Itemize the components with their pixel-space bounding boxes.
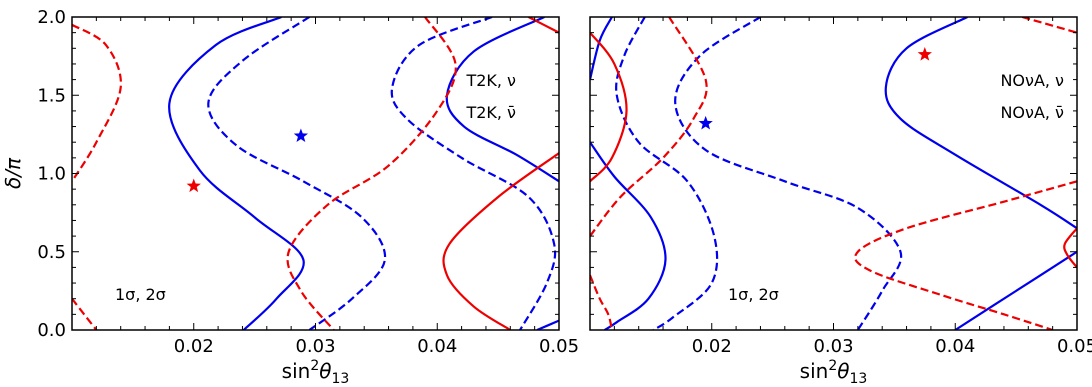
x-tick-label: 0.04 [935,336,975,357]
legend-label: T2K, ν [465,71,516,90]
x-tick-label: 0.03 [295,336,335,357]
xlabel-sub: 13 [850,371,868,387]
contour-group [72,17,559,330]
dashed-contour-5 [72,23,122,182]
dashed-contour-8 [590,274,613,330]
dashed-contour-10 [854,180,1077,330]
dashed-contour-3 [674,17,903,330]
xlabel-base: sin [800,359,829,383]
solid-contour-11 [1063,227,1077,269]
solid-contour-0 [590,17,613,80]
x-tick-label: 0.05 [539,336,579,357]
best-fit-star [186,178,201,193]
plot-frame [71,16,560,331]
xlabel-sup: 2 [310,358,319,374]
x-tick-label: 0.02 [174,336,214,357]
dashed-contour-2 [615,17,719,330]
dashed-contour-6 [72,298,98,330]
xlabel-sub: 13 [332,371,350,387]
dashed-contour-9 [1021,17,1077,34]
contour-group [590,17,1077,330]
xlabel-base: sin [282,359,311,383]
solid-contour-4 [884,17,1077,230]
solid-contour-8 [442,152,559,330]
dashed-contour-7 [590,17,708,237]
solid-contour-0 [168,17,305,330]
dashed-contour-1 [207,17,387,330]
x-tick-label: 0.04 [417,336,457,357]
solid-contour-6 [590,31,628,183]
best-fit-star [293,128,309,143]
confidence-note: 1σ, 2σ [728,285,779,304]
y-tick-label: 2.0 [37,7,66,28]
x-tick-label: 0.05 [1057,336,1092,357]
right-panel: 0.02 0.03 0.04 0.05 sin2θ13 NOνA, ν NOνA, ν̄ 1σ… [589,16,1092,387]
legend-label: NOνA, ν̄ [1000,103,1064,122]
solid-contour-4 [536,319,559,330]
xlabel-sym: θ [837,359,849,383]
x-tick-label: 0.02 [692,336,732,357]
xlabel-sup: 2 [828,358,837,374]
solid-contour-5 [954,250,1077,330]
best-fit-star [698,115,713,130]
best-fit-star [917,47,932,61]
legend-label: NOνA, ν [1000,71,1064,90]
plot-frame [589,16,1078,331]
y-tick-label: 1.0 [37,164,66,185]
solid-contour-9 [528,17,559,34]
legend-label: T2K, ν̄ [465,103,516,122]
xlabel-sym: θ [319,359,331,383]
y-tick-label: 0.5 [37,242,66,263]
y-tick-label: 0.0 [37,320,66,341]
x-axis-label: sin2θ13 [800,358,868,387]
confidence-note: 1σ, 2σ [115,285,166,304]
dashed-contour-7 [286,17,457,330]
dashed-contour-2 [390,17,557,330]
solid-contour-1 [590,141,667,330]
x-axis-label: sin2θ13 [282,358,350,387]
x-tick-label: 0.03 [813,336,853,357]
solid-contour-3 [445,17,559,183]
y-tick-label: 1.5 [37,85,66,106]
y-axis-label: δ/π [1,157,25,189]
left-panel: 0.02 0.03 0.04 0.05 0.0 0.5 1.0 1.5 2.0 sin2θ13 δ/… [1,7,579,387]
